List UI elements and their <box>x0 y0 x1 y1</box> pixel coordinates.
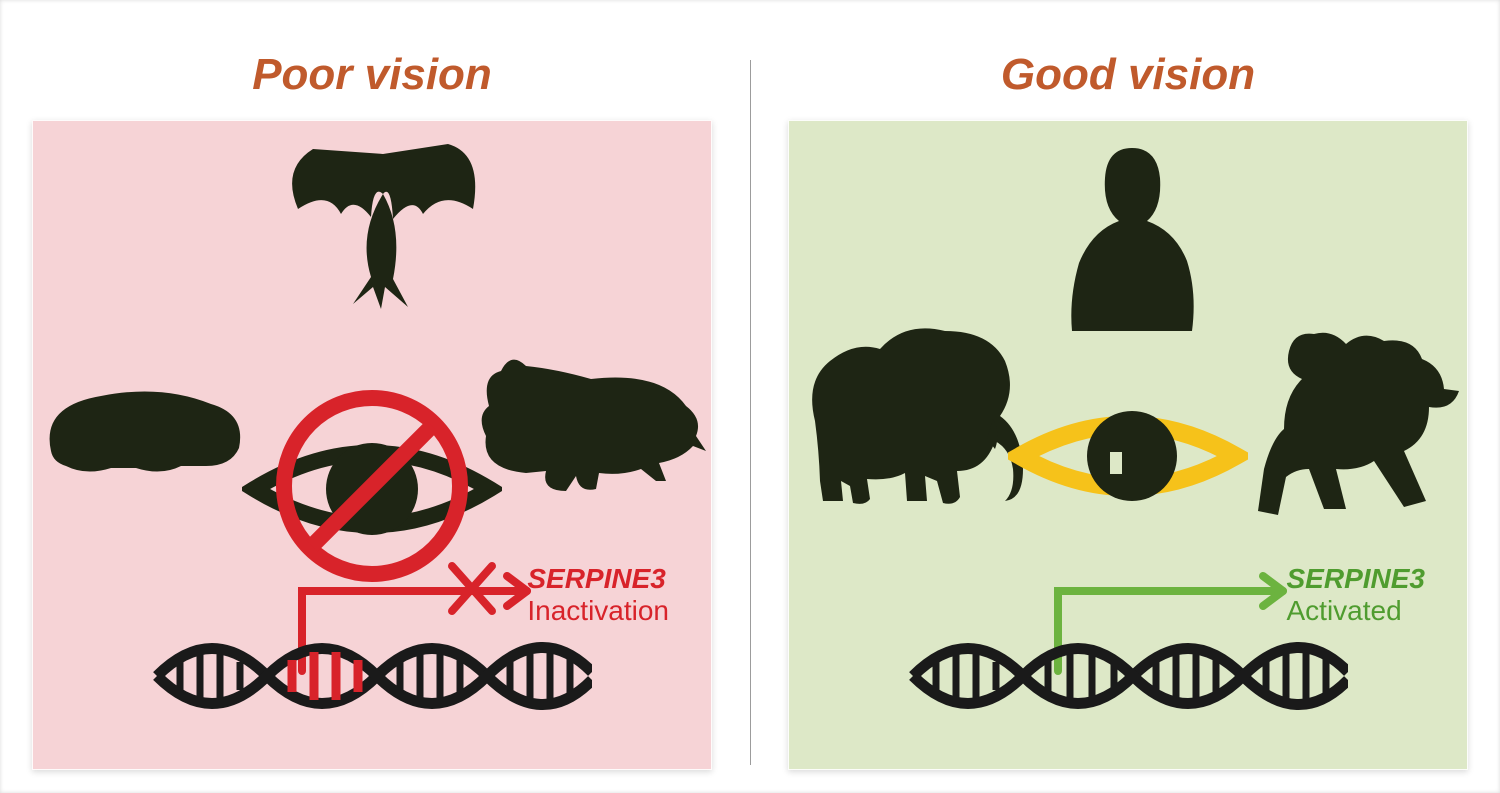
right-gene-label: SERPINE3 Activated <box>1287 563 1426 627</box>
gene-inactivation-icon <box>152 546 592 741</box>
right-title: Good vision <box>788 50 1468 100</box>
poor-vision-panel: SERPINE3 Inactivation <box>32 120 712 770</box>
left-gene-name: SERPINE3 <box>527 563 666 594</box>
elephant-icon <box>795 321 1025 506</box>
left-gene-label: SERPINE3 Inactivation <box>527 563 669 627</box>
center-divider <box>750 60 751 765</box>
mole-icon <box>471 351 706 501</box>
chimpanzee-icon <box>1254 319 1464 519</box>
human-icon <box>1057 143 1207 333</box>
mole-rat-icon <box>41 366 246 486</box>
left-gene-state: Inactivation <box>527 595 669 626</box>
eye-icon <box>1008 381 1248 536</box>
good-vision-panel: SERPINE3 Activated <box>788 120 1468 770</box>
left-title: Poor vision <box>32 50 712 100</box>
right-gene-name: SERPINE3 <box>1287 563 1426 594</box>
right-gene-state: Activated <box>1287 595 1402 626</box>
figure-frame: Poor vision Good vision <box>0 0 1500 793</box>
gene-activation-icon <box>908 546 1348 741</box>
bat-icon <box>273 139 493 309</box>
